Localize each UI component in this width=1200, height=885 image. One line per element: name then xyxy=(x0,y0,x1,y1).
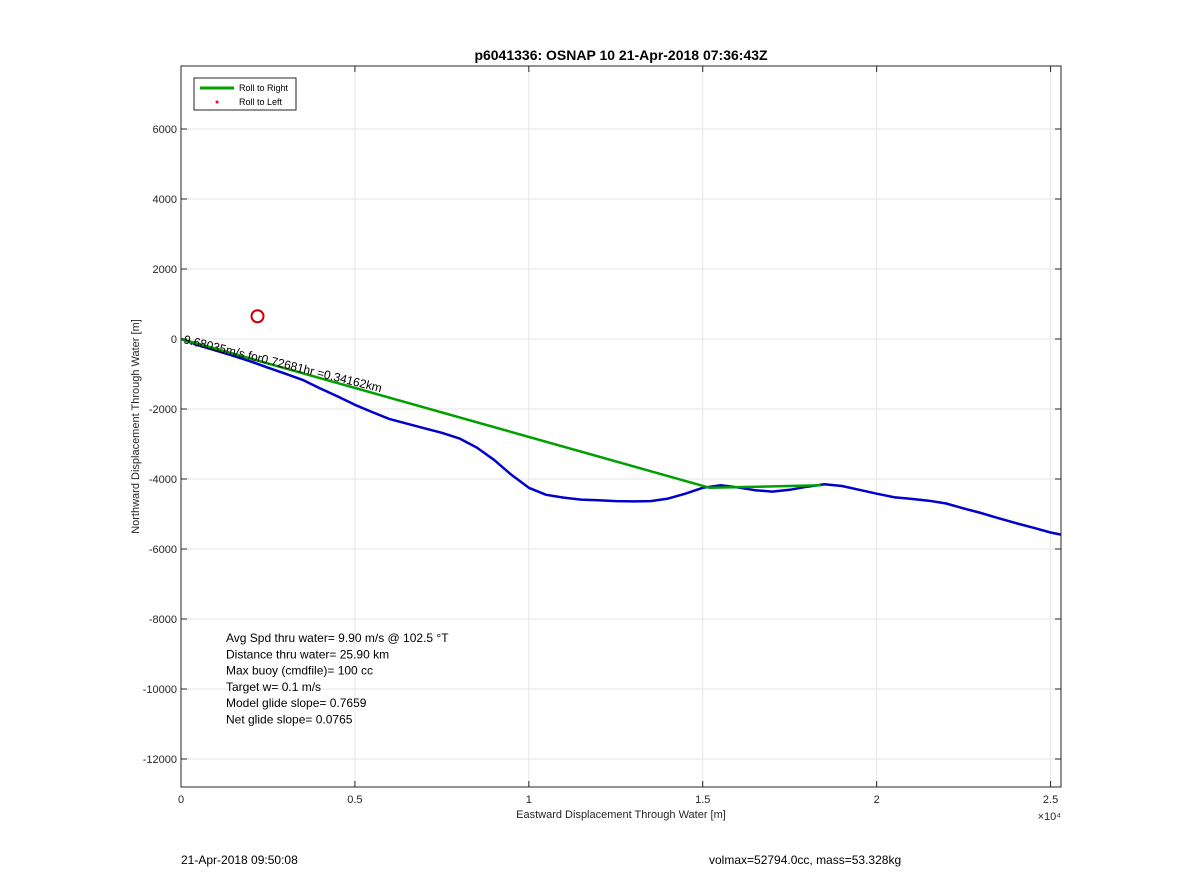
plot-markers xyxy=(250,309,265,324)
stats-line: Distance thru water= 25.90 km xyxy=(226,647,389,661)
y-tick-label: -10000 xyxy=(143,684,177,696)
x-tick-label: 0.5 xyxy=(347,794,362,806)
stats-line: Target w= 0.1 m/s xyxy=(226,680,321,694)
legend-label: Roll to Right xyxy=(239,83,289,93)
y-tick-label: 4000 xyxy=(153,194,177,206)
y-tick-label: 2000 xyxy=(153,264,177,276)
x-axis-multiplier: ×10⁴ xyxy=(1038,811,1062,823)
x-axis-label: Eastward Displacement Through Water [m] xyxy=(516,809,726,821)
stats-box: Avg Spd thru water= 9.90 m/s @ 102.5 °T D… xyxy=(226,631,449,727)
legend-box xyxy=(193,77,297,111)
y-tick-label: -8000 xyxy=(149,614,177,626)
legend-label: Roll to Left xyxy=(239,97,283,107)
annotation-text-0: 9.68035m/s for0.72681hr =0.34162km xyxy=(182,332,383,395)
y-tick-label: 0 xyxy=(171,334,177,346)
stats-line: Avg Spd thru water= 9.90 m/s @ 102.5 °T xyxy=(226,631,449,645)
grid xyxy=(180,66,1061,787)
chart-title: p6041336: OSNAP 10 21-Apr-2018 07:36:43Z xyxy=(474,47,768,63)
footer-timestamp: 21-Apr-2018 09:50:08 xyxy=(181,853,298,867)
y-tick-label: -2000 xyxy=(149,404,177,416)
x-tick-label: 1 xyxy=(526,794,532,806)
y-axis-label: Northward Displacement Through Water [m] xyxy=(130,319,142,534)
stats-line: Max buoy (cmdfile)= 100 cc xyxy=(226,664,373,678)
x-tick-label: 1.5 xyxy=(695,794,710,806)
plot-annotations: 9.68035m/s for0.72681hr =0.34162km xyxy=(182,332,383,395)
marker-circle-0 xyxy=(250,309,265,324)
axis-ticks: 0 0.5 1 1.5 2 2.5 -12000 -10000 -8000 -6000 -4000 -… xyxy=(143,66,1061,806)
x-tick-label: 2.5 xyxy=(1043,794,1058,806)
y-tick-label: 6000 xyxy=(153,124,177,136)
y-tick-label: -12000 xyxy=(143,754,177,766)
stats-line: Model glide slope= 0.7659 xyxy=(226,696,367,710)
axes-box xyxy=(180,65,1062,788)
x-tick-label: 2 xyxy=(874,794,880,806)
series-line-0 xyxy=(180,337,1062,536)
plot-series xyxy=(180,337,1062,536)
series-line-1 xyxy=(180,337,822,490)
y-tick-label: -6000 xyxy=(149,544,177,556)
x-tick-label: 0 xyxy=(178,794,184,806)
stats-line: Net glide slope= 0.0765 xyxy=(226,713,353,727)
legend-swatch-dot xyxy=(215,100,219,104)
footer-info: volmax=52794.0cc, mass=53.328kg xyxy=(709,853,902,867)
legend: Roll to Right Roll to Left xyxy=(193,77,297,111)
y-tick-label: -4000 xyxy=(149,474,177,486)
